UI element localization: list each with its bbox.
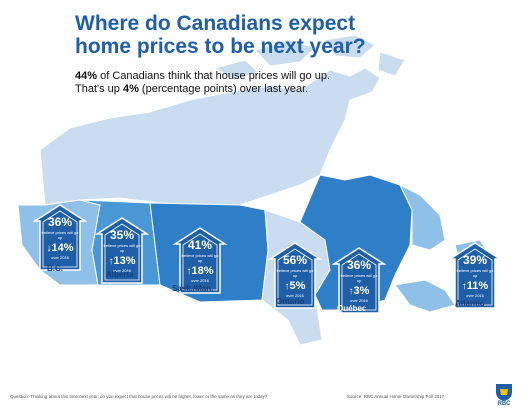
region-change: ↑18% <box>173 265 227 278</box>
region-change: ↑13% <box>95 255 149 268</box>
rbc-logo: RBC <box>492 382 516 410</box>
page-title: Where do Canadians expect home prices to… <box>75 12 515 58</box>
region-label-quebec: Québec <box>337 304 367 313</box>
region-change: ↑5% <box>268 280 322 293</box>
region-change: ↑3% <box>332 285 386 298</box>
region-over-text: over 2016 <box>51 255 69 260</box>
region-believe-text: believe prices will go up <box>340 273 378 283</box>
region-atlantic-maritimes <box>394 279 456 313</box>
subtitle-line-1-text: of Canadians think that house prices wil… <box>97 70 331 82</box>
region-change: ↓14% <box>33 242 87 255</box>
subtitle-line-2: That's up 4% (percentage points) over la… <box>75 83 495 96</box>
region-change-value: 14% <box>51 242 74 254</box>
region-quebec <box>299 174 413 311</box>
subtitle-line-2-text: (percentage points) over last year. <box>138 83 309 95</box>
arrow-up-icon: ↑ <box>108 256 114 267</box>
region-believe-text: believe prices will go up <box>456 268 494 278</box>
rbc-lion-shield-icon <box>496 384 512 401</box>
region-change-value: 18% <box>191 265 214 277</box>
title-line-1: Where do Canadians expect <box>75 12 356 35</box>
region-pct: 36% <box>47 215 73 229</box>
region-over-text: over 2016 <box>191 278 209 283</box>
region-believe-text: believe prices will go up <box>276 268 314 278</box>
region-change-value: 13% <box>113 255 136 267</box>
region-believe-text: believe prices will go up <box>181 253 219 263</box>
national-change: 4% <box>122 83 139 95</box>
footer-question: Question: Thinking about this time next … <box>10 394 268 399</box>
region-change-value: 3% <box>353 285 370 297</box>
region-pct: 39% <box>462 253 488 267</box>
national-pct: 44% <box>75 70 98 82</box>
region-over-text: over 2016 <box>350 298 368 303</box>
house-marker-quebec: 36% believe prices will go up ↑3% over 2016 <box>332 246 386 316</box>
arrow-up-icon: ↑ <box>186 266 192 277</box>
house-marker-atlantic: 39% believe prices will go up ↑11% over 201… <box>448 241 502 311</box>
subtitle-line-2-pre: That's up <box>75 83 123 95</box>
region-over-text: over 2016 <box>286 293 304 298</box>
region-change-value: 5% <box>289 280 306 292</box>
arctic-island <box>213 59 259 81</box>
house-icon <box>268 242 322 309</box>
arrow-up-icon: ↑ <box>284 281 290 292</box>
region-pct: 56% <box>282 253 308 267</box>
title-line-2: home prices to be next year? <box>75 35 366 58</box>
region-pct: 36% <box>346 258 372 272</box>
region-over-text: over 2016 <box>113 268 131 273</box>
rbc-logo-text: RBC <box>497 401 511 407</box>
region-pct: 41% <box>187 238 213 252</box>
footer-source: Source: RBC Annual Home Ownership Poll 2… <box>347 394 445 399</box>
region-label-alberta: Alberta <box>106 270 134 279</box>
region-label-sask: Sask./Man. <box>172 284 214 293</box>
region-label-bc: B.C. <box>47 264 63 273</box>
subtitle-line-1: 44% of Canadians think that house prices… <box>75 70 495 83</box>
region-pct: 35% <box>109 228 135 242</box>
arrow-up-icon: ↑ <box>461 281 467 292</box>
house-icon <box>332 247 386 314</box>
region-believe-text: believe prices will go up <box>41 230 79 240</box>
region-believe-text: believe prices will go up <box>103 243 141 253</box>
arrow-up-icon: ↑ <box>348 286 354 297</box>
subtitle: 44% of Canadians think that house prices… <box>75 70 495 96</box>
house-marker-alberta: 35% believe prices will go up ↑13% over 201… <box>95 216 149 286</box>
arctic-island <box>254 39 316 67</box>
arctic-island <box>377 51 406 77</box>
region-change: ↑11% <box>448 280 502 293</box>
arctic-island <box>324 34 376 59</box>
house-icon <box>33 204 87 271</box>
arrow-down-icon: ↓ <box>46 243 52 254</box>
house-marker-sask: 41% believe prices will go up ↑18% over 201… <box>173 226 227 296</box>
region-label-atlantic: Atlantic <box>455 299 485 308</box>
house-marker-bc: 36% believe prices will go up ↓14% over 201… <box>33 203 87 273</box>
region-label-ontario: Ontario <box>276 297 305 306</box>
region-over-text: over 2016 <box>466 293 484 298</box>
region-change-value: 11% <box>466 280 489 292</box>
house-marker-ontario: 56% believe prices will go up ↑5% over 2016 <box>268 241 322 311</box>
house-icon <box>448 242 502 309</box>
house-icon <box>173 227 227 294</box>
region-atlantic <box>398 183 446 251</box>
house-icon <box>95 217 149 284</box>
